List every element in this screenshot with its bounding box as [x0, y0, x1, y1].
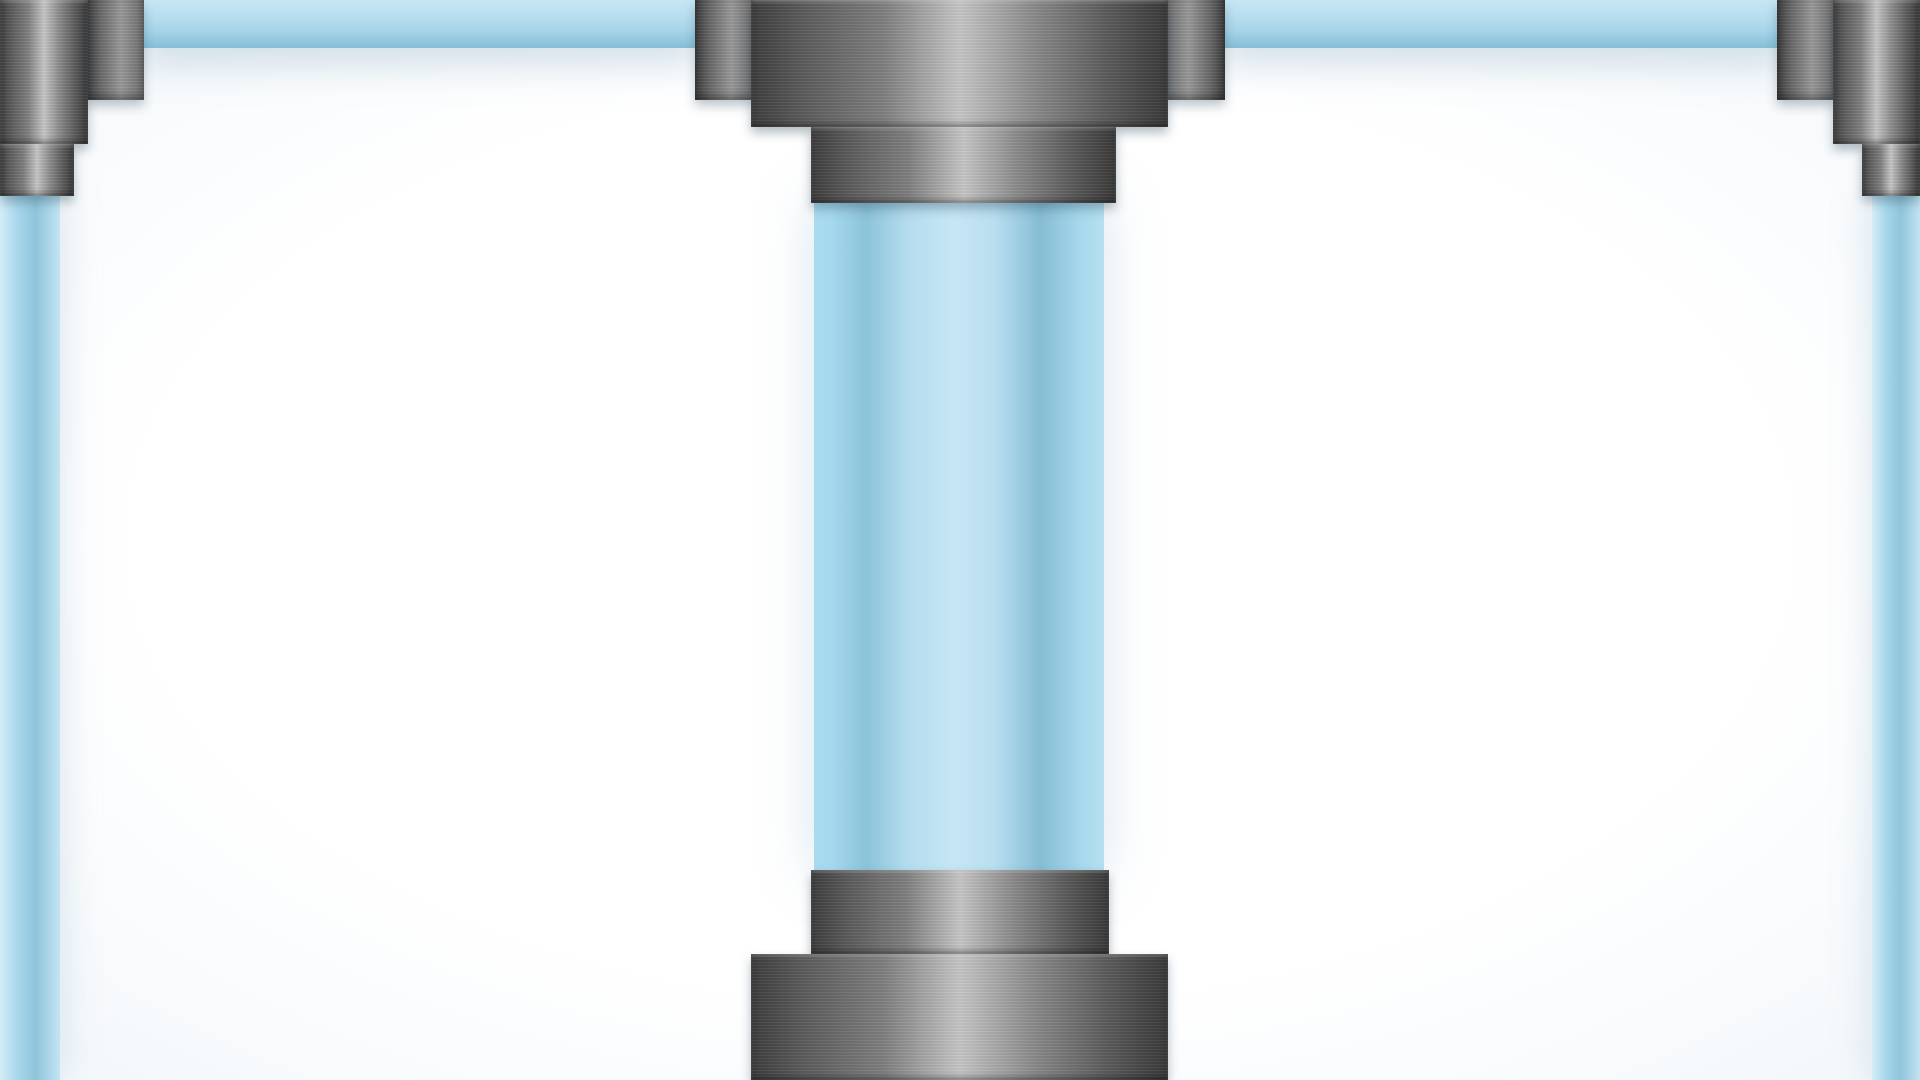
bottom-center-connector[interactable]	[751, 954, 1168, 1080]
top-center-side-cap-right	[1165, 0, 1225, 100]
top-horizontal-pipe-right[interactable]	[1220, 0, 1790, 48]
top-left-corner-connector[interactable]	[0, 0, 88, 144]
center-vertical-pipe[interactable]	[814, 200, 1104, 872]
bottom-center-collar	[811, 870, 1109, 954]
top-right-corner-collar	[1862, 144, 1920, 196]
right-edge-vertical-pipe[interactable]	[1872, 195, 1920, 1080]
top-center-side-cap-left	[695, 0, 755, 100]
top-center-collar	[811, 127, 1116, 203]
left-edge-vertical-pipe[interactable]	[0, 195, 60, 1080]
top-left-corner-collar	[0, 144, 74, 196]
top-left-corner-side-cap	[86, 0, 144, 100]
top-right-corner-side-cap	[1777, 0, 1835, 100]
top-center-connector[interactable]	[751, 0, 1168, 127]
top-horizontal-pipe-left[interactable]	[140, 0, 700, 48]
top-right-corner-connector[interactable]	[1833, 0, 1920, 144]
